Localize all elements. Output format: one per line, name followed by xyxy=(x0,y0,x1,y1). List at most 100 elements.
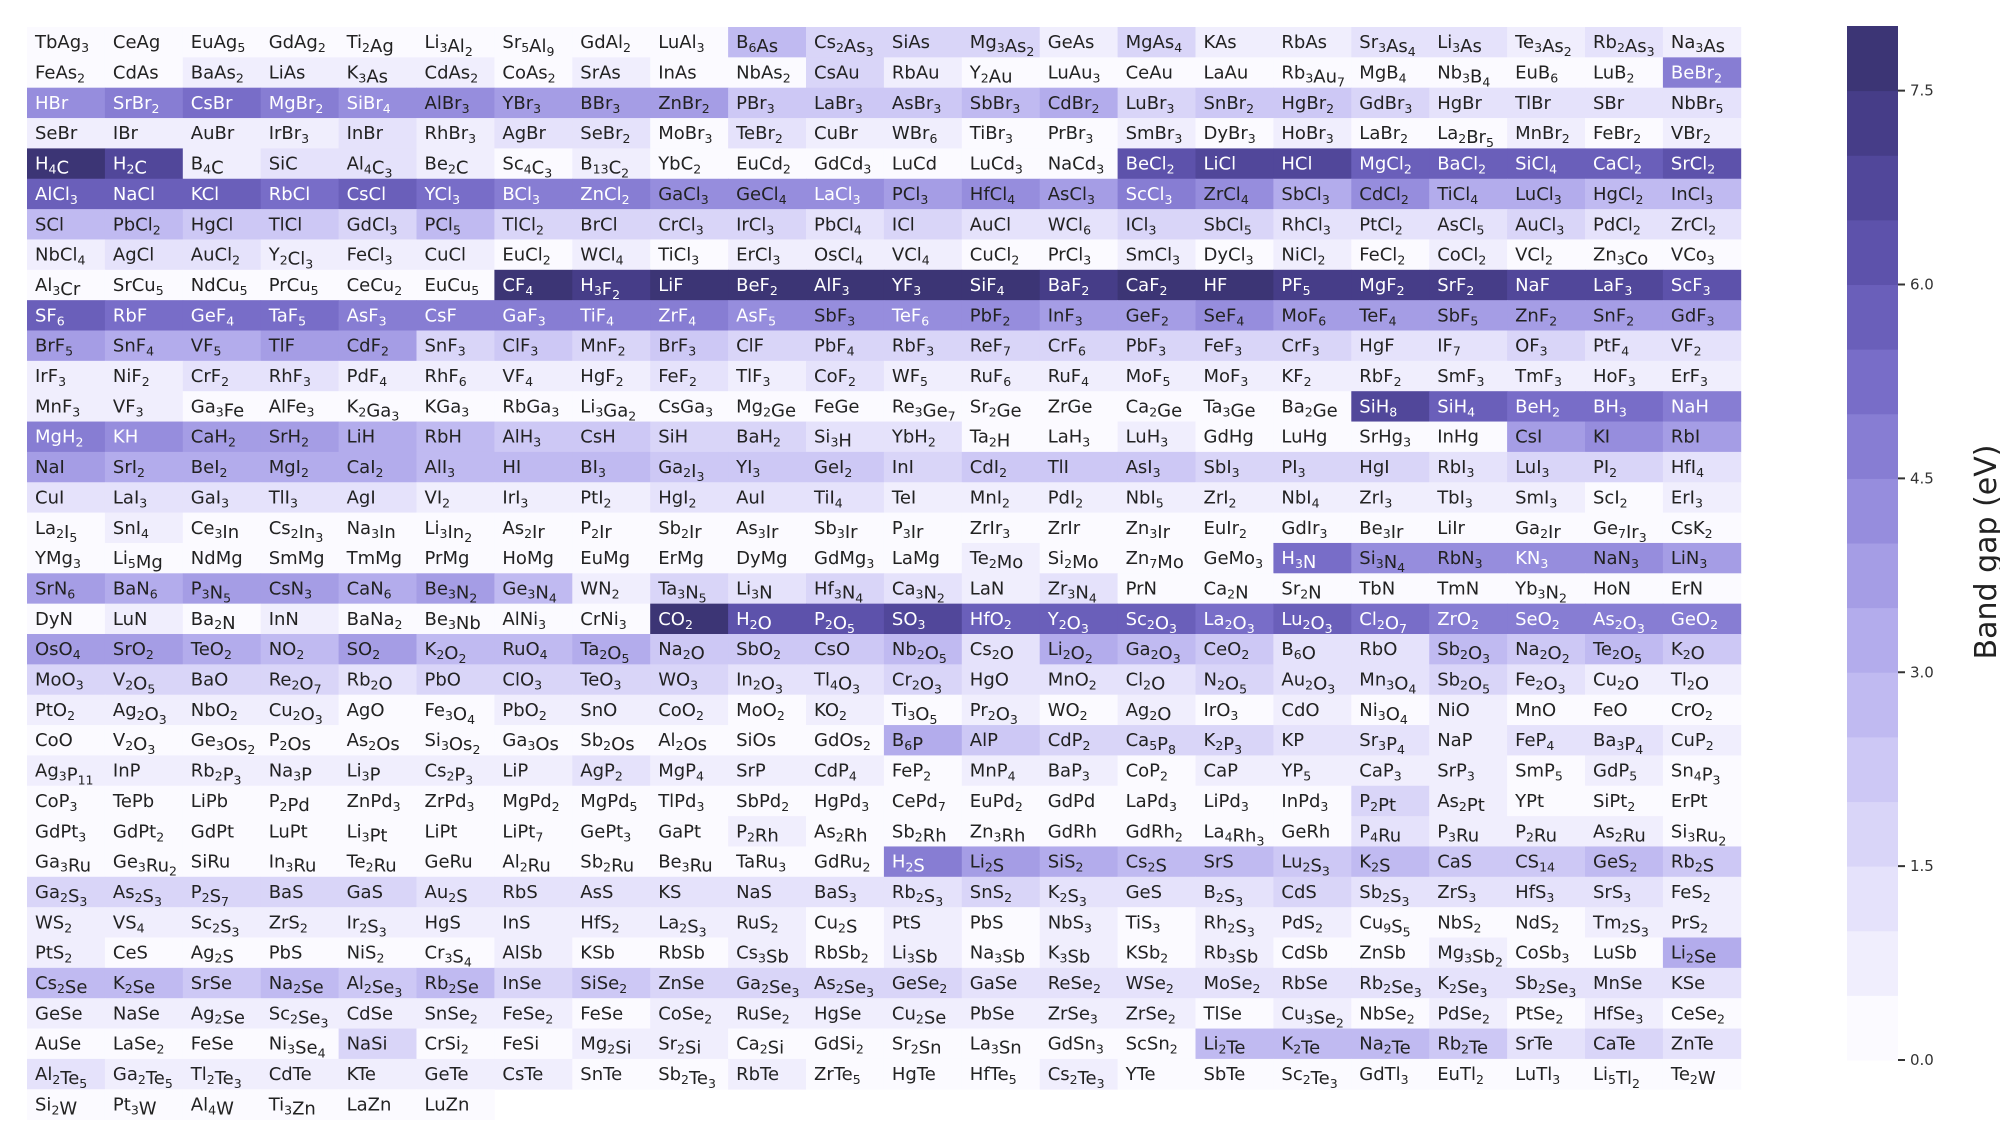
cell-rb2te: Rb2Te xyxy=(1429,1028,1508,1060)
cell-inse: InSe xyxy=(494,967,573,999)
cell-ta2h: Ta2H xyxy=(961,421,1041,453)
cell-so3: SO3 xyxy=(883,603,963,635)
colorbar-segment xyxy=(1847,543,1898,609)
cell-label: GdRu2 xyxy=(814,852,870,875)
cell-label: DyCl3 xyxy=(1204,245,1254,268)
cell-label: PrCu5 xyxy=(269,275,319,298)
cell-gdir3: GdIr3 xyxy=(1273,512,1352,544)
cell-febr2: FeBr2 xyxy=(1585,118,1664,149)
cell-p2pd: P2Pd xyxy=(260,785,339,817)
cell-fill xyxy=(806,239,885,271)
cell-zr3n4: Zr3N4 xyxy=(1039,573,1118,605)
cell-label: NiO xyxy=(1437,700,1470,721)
cell-label: MoBr3 xyxy=(658,123,712,146)
cell-label: GaF3 xyxy=(502,305,545,328)
cell-fill xyxy=(806,148,885,180)
cell-label: CdSe xyxy=(347,1003,394,1024)
cell-ta2o5: Ta2O5 xyxy=(572,634,651,666)
cell-as2s3: As2S3 xyxy=(104,876,184,909)
cell-al2te5: Al2Te5 xyxy=(27,1058,106,1091)
cell-cubr: CuBr xyxy=(806,118,885,149)
cell-label: HoN xyxy=(1593,578,1631,599)
cell-yte: YTe xyxy=(1117,1058,1196,1090)
cell-p3ir: P3Ir xyxy=(883,512,963,544)
cell-label: MgCl2 xyxy=(1359,154,1411,177)
cell-lapd3: LaPd3 xyxy=(1117,785,1196,817)
cell-fill xyxy=(806,87,885,119)
cell-ermg: ErMg xyxy=(650,542,729,574)
cell-te3as2: Te3As2 xyxy=(1507,27,1586,59)
cell-hfte5: HfTe5 xyxy=(961,1058,1041,1090)
cell-label: GdCl3 xyxy=(347,214,398,237)
cell-fill xyxy=(728,87,807,119)
cell-h3f2: H3F2 xyxy=(572,269,651,302)
cell-label: ClF3 xyxy=(502,336,538,359)
cell-label: AgBr xyxy=(502,123,546,144)
cell-label: FeSi xyxy=(502,1034,539,1055)
cell-ni3o4: Ni3O4 xyxy=(1351,694,1430,727)
cell-fill xyxy=(728,239,807,271)
cell-pts2: PtS2 xyxy=(27,937,106,969)
cell-label: CdF2 xyxy=(347,336,389,359)
cell-label: RbCl xyxy=(269,184,311,205)
cell-fill xyxy=(806,330,885,362)
cell-fill xyxy=(572,118,651,149)
cell-be3nb: Be3Nb xyxy=(416,603,495,635)
cell-label: SbF5 xyxy=(1437,305,1478,328)
cell-fill xyxy=(1585,27,1664,58)
cell-dybr3: DyBr3 xyxy=(1195,118,1274,149)
cell-label: AsCl3 xyxy=(1048,184,1095,207)
cell-label: TlCl xyxy=(268,214,303,235)
cell-fill xyxy=(182,118,262,149)
cell-fill xyxy=(728,330,807,362)
cell-label: AgO xyxy=(347,700,385,721)
cell-fill xyxy=(1117,209,1196,240)
cell-laau: LaAu xyxy=(1195,57,1274,89)
cell-fill xyxy=(1039,330,1118,362)
cell-rbsb: RbSb xyxy=(650,937,729,969)
cell-label: CdAs xyxy=(113,63,159,84)
cell-asi3: AsI3 xyxy=(1117,451,1196,483)
cell-smbr3: SmBr3 xyxy=(1117,118,1196,149)
cell-ge3n4: Ge3N4 xyxy=(494,573,573,605)
cell-zrse2: ZrSe2 xyxy=(1117,998,1196,1029)
cell-euir2: EuIr2 xyxy=(1195,512,1274,544)
cell-alcl3: AlCl3 xyxy=(27,178,106,210)
cell-fill xyxy=(650,209,729,240)
cell-rb2s3: Rb2S3 xyxy=(883,876,963,909)
cell-label: LiIr xyxy=(1437,518,1465,539)
cell-lin3: LiN3 xyxy=(1662,542,1742,574)
cell-labr2: LaBr2 xyxy=(1351,118,1430,149)
cell-fill xyxy=(806,300,885,331)
cell-sc2o3: Sc2O3 xyxy=(1117,603,1196,636)
cell-ni3se4: Ni3Se4 xyxy=(260,1028,339,1061)
cell-fill xyxy=(1351,178,1430,210)
cell-label: TePb xyxy=(112,791,154,812)
cell-label: CrCl3 xyxy=(658,214,704,237)
cell-ybc2: YbC2 xyxy=(650,148,729,180)
cell-k3as: K3As xyxy=(338,57,417,89)
cell-hgcl: HgCl xyxy=(182,209,262,240)
cell-label: GeS xyxy=(1126,882,1162,903)
cell-fill xyxy=(1507,269,1586,301)
cell-mg2si: Mg2Si xyxy=(572,1028,651,1060)
cell-label: NaI xyxy=(35,457,65,478)
cell-label: HgPd3 xyxy=(814,791,869,814)
cell-eutl2: EuTl2 xyxy=(1429,1058,1508,1090)
cell-label: B13C2 xyxy=(580,154,629,181)
colorbar-segment xyxy=(1847,478,1898,544)
cell-tlpd3: TlPd3 xyxy=(650,785,729,817)
cell-p2os: P2Os xyxy=(260,725,339,756)
cell-as2se3: As2Se3 xyxy=(806,967,885,1000)
cell-label: PbS xyxy=(970,912,1004,933)
cell-fill xyxy=(260,330,339,362)
cell-sb2o5: Sb2O5 xyxy=(1429,664,1508,697)
cell-cu2s: Cu2S xyxy=(806,907,885,938)
cell-ali3: AlI3 xyxy=(416,451,495,483)
cell-pi3: PI3 xyxy=(1273,451,1352,483)
cell-label: NbAs2 xyxy=(736,63,791,86)
cell-gdru2: GdRu2 xyxy=(806,846,885,878)
cell-label: EuB6 xyxy=(1515,63,1558,86)
cell-li2s: Li2S xyxy=(961,846,1041,878)
cell-sbf3: SbF3 xyxy=(806,300,885,331)
